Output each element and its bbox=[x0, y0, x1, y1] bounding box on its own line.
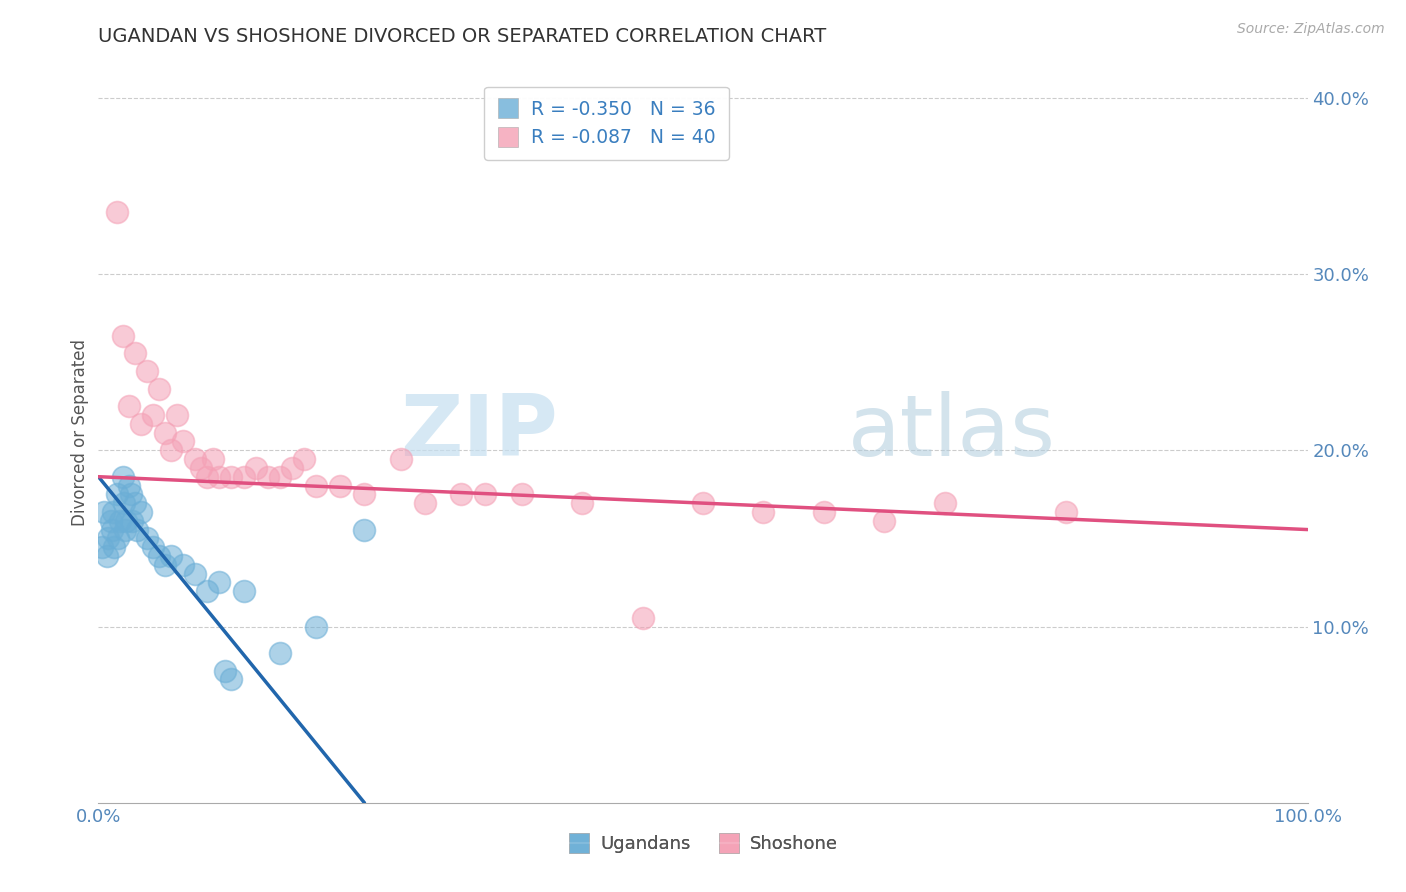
Point bbox=[105, 205, 128, 219]
Point bbox=[873, 514, 896, 528]
Point bbox=[129, 505, 152, 519]
Point bbox=[232, 469, 254, 483]
Point bbox=[474, 487, 496, 501]
Text: ZIP: ZIP bbox=[401, 391, 558, 475]
Point bbox=[93, 505, 115, 519]
Point bbox=[172, 434, 194, 449]
Point bbox=[631, 610, 654, 624]
Point bbox=[256, 469, 278, 483]
Point bbox=[148, 549, 170, 563]
Point bbox=[121, 514, 143, 528]
Point bbox=[103, 540, 125, 554]
Point bbox=[389, 452, 412, 467]
Point bbox=[114, 523, 136, 537]
Point bbox=[329, 478, 352, 492]
Point bbox=[160, 549, 183, 563]
Point bbox=[305, 619, 328, 633]
Point bbox=[184, 452, 207, 467]
Point bbox=[692, 496, 714, 510]
Point bbox=[245, 461, 267, 475]
Point bbox=[105, 487, 128, 501]
Point bbox=[112, 496, 135, 510]
Point bbox=[353, 487, 375, 501]
Point bbox=[214, 664, 236, 678]
Point bbox=[208, 469, 231, 483]
Point bbox=[124, 496, 146, 510]
Point bbox=[353, 523, 375, 537]
Point bbox=[120, 487, 142, 501]
Point bbox=[96, 549, 118, 563]
Point bbox=[97, 532, 120, 546]
Point bbox=[221, 673, 243, 687]
Point bbox=[142, 408, 165, 422]
Point bbox=[153, 558, 176, 572]
Point bbox=[142, 540, 165, 554]
Point bbox=[202, 452, 225, 467]
Point bbox=[571, 496, 593, 510]
Point bbox=[1054, 505, 1077, 519]
Point bbox=[127, 523, 149, 537]
Point bbox=[111, 469, 134, 483]
Legend: Ugandans, Shoshone: Ugandans, Shoshone bbox=[561, 828, 845, 861]
Point bbox=[269, 646, 291, 660]
Point bbox=[160, 443, 183, 458]
Point bbox=[135, 532, 157, 546]
Point bbox=[118, 478, 141, 492]
Point bbox=[100, 523, 122, 537]
Point bbox=[100, 514, 122, 528]
Point bbox=[148, 382, 170, 396]
Point bbox=[510, 487, 533, 501]
Point bbox=[281, 461, 304, 475]
Point bbox=[190, 461, 212, 475]
Text: Source: ZipAtlas.com: Source: ZipAtlas.com bbox=[1237, 22, 1385, 37]
Point bbox=[413, 496, 436, 510]
Point bbox=[450, 487, 472, 501]
Point bbox=[934, 496, 956, 510]
Point bbox=[108, 514, 131, 528]
Point bbox=[166, 408, 188, 422]
Point bbox=[135, 364, 157, 378]
Point bbox=[195, 584, 218, 599]
Point bbox=[305, 478, 328, 492]
Point bbox=[172, 558, 194, 572]
Point bbox=[221, 469, 243, 483]
Point bbox=[232, 584, 254, 599]
Point bbox=[153, 425, 176, 440]
Point bbox=[107, 532, 129, 546]
Text: UGANDAN VS SHOSHONE DIVORCED OR SEPARATED CORRELATION CHART: UGANDAN VS SHOSHONE DIVORCED OR SEPARATE… bbox=[98, 27, 827, 45]
Point bbox=[129, 417, 152, 431]
Point bbox=[813, 505, 835, 519]
Point bbox=[184, 566, 207, 581]
Point bbox=[91, 540, 114, 554]
Y-axis label: Divorced or Separated: Divorced or Separated bbox=[70, 339, 89, 526]
Point bbox=[195, 469, 218, 483]
Point bbox=[115, 514, 138, 528]
Point bbox=[752, 505, 775, 519]
Point bbox=[101, 505, 124, 519]
Text: atlas: atlas bbox=[848, 391, 1056, 475]
Point bbox=[208, 575, 231, 590]
Point bbox=[111, 328, 134, 343]
Point bbox=[124, 346, 146, 360]
Point bbox=[292, 452, 315, 467]
Point bbox=[118, 399, 141, 413]
Point bbox=[269, 469, 291, 483]
